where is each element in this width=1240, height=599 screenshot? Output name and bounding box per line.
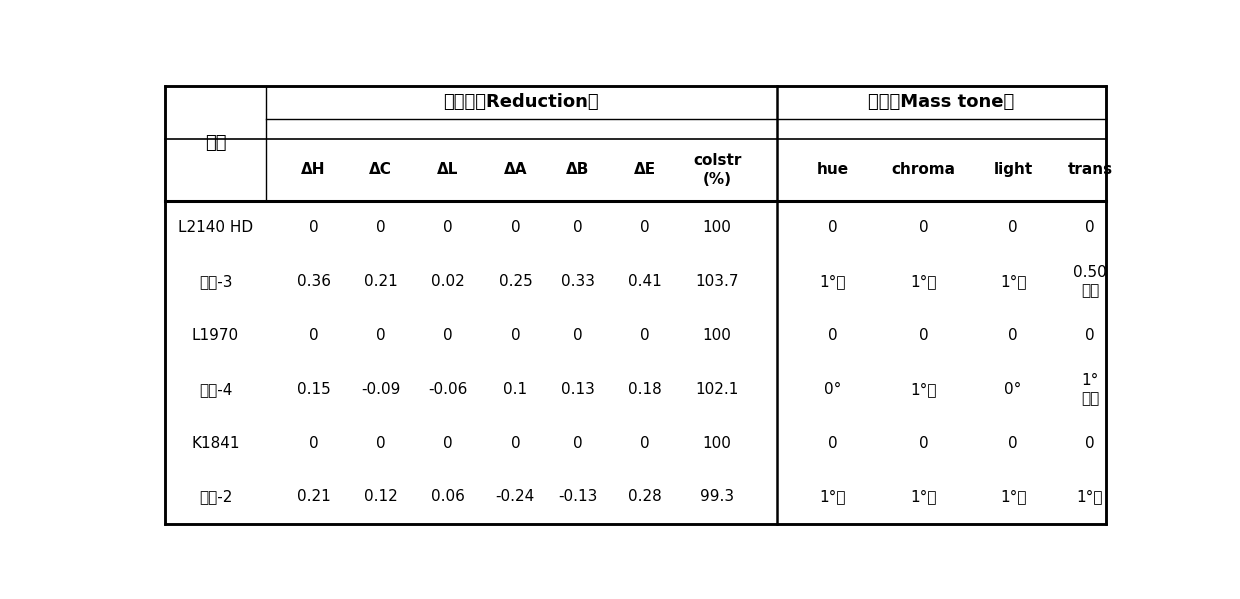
FancyBboxPatch shape [165,86,1106,524]
Text: 0: 0 [511,328,521,343]
Text: 102.1: 102.1 [696,382,739,397]
Text: 0: 0 [1008,328,1018,343]
Text: 100: 100 [703,328,732,343]
Text: ΔL: ΔL [438,162,459,177]
Text: 样品: 样品 [205,134,226,152]
Text: 0: 0 [511,435,521,450]
Text: ΔE: ΔE [634,162,656,177]
Text: 0.28: 0.28 [629,489,662,504]
Text: 本色（Mass tone）: 本色（Mass tone） [868,93,1014,111]
Text: -0.13: -0.13 [558,489,598,504]
Text: 0: 0 [640,435,650,450]
Text: 99.3: 99.3 [701,489,734,504]
Text: 0.25: 0.25 [498,274,532,289]
Text: 1°透: 1°透 [1076,489,1104,504]
Text: 0: 0 [443,435,453,450]
Text: 0°: 0° [823,382,841,397]
Text: 0: 0 [1085,435,1095,450]
Text: 0: 0 [827,328,837,343]
Text: 0.13: 0.13 [560,382,595,397]
Text: 0: 0 [511,220,521,235]
Text: 0.50
遗盖: 0.50 遗盖 [1073,265,1107,298]
Text: 0: 0 [309,220,319,235]
Text: 0: 0 [1085,220,1095,235]
Text: 0: 0 [573,328,583,343]
Text: 0.33: 0.33 [560,274,595,289]
Text: 103.7: 103.7 [696,274,739,289]
Text: 0: 0 [376,328,386,343]
Text: 颜料-3: 颜料-3 [198,274,232,289]
Text: hue: hue [816,162,848,177]
Text: 0: 0 [309,435,319,450]
Text: 0.41: 0.41 [629,274,662,289]
Text: ΔB: ΔB [567,162,589,177]
Text: 1°
遗盖: 1° 遗盖 [1081,373,1099,406]
Text: 0: 0 [573,435,583,450]
Text: colstr
(%): colstr (%) [693,153,742,187]
Text: 0: 0 [376,435,386,450]
Text: 颜料-4: 颜料-4 [198,382,232,397]
Text: 1°红: 1°红 [820,274,846,289]
Text: 1°绿: 1°绿 [820,489,846,504]
Text: 0°: 0° [1004,382,1022,397]
Text: 0: 0 [1008,435,1018,450]
Text: 0: 0 [443,328,453,343]
Text: 0: 0 [573,220,583,235]
Text: K1841: K1841 [191,435,239,450]
Text: 0: 0 [919,220,929,235]
Text: 0.12: 0.12 [365,489,398,504]
Text: 1°浅: 1°浅 [999,489,1027,504]
Text: 1°纯: 1°纯 [910,489,937,504]
Text: 0.36: 0.36 [296,274,331,289]
Text: light: light [993,162,1033,177]
Text: 0.02: 0.02 [432,274,465,289]
Text: 0: 0 [1008,220,1018,235]
Text: 冲淡色（Reduction）: 冲淡色（Reduction） [444,93,599,111]
Text: trans: trans [1068,162,1112,177]
Text: 0: 0 [376,220,386,235]
Text: 0: 0 [1085,328,1095,343]
Text: -0.09: -0.09 [361,382,401,397]
Text: L1970: L1970 [192,328,239,343]
Text: 1°浅: 1°浅 [999,274,1027,289]
Text: 0.21: 0.21 [296,489,330,504]
Text: 0: 0 [919,328,929,343]
Text: 0: 0 [640,220,650,235]
Text: 颜料-2: 颜料-2 [198,489,232,504]
Text: 0.1: 0.1 [503,382,527,397]
Text: 0: 0 [827,220,837,235]
Text: 1°纯: 1°纯 [910,382,937,397]
Text: -0.06: -0.06 [428,382,467,397]
Text: ΔC: ΔC [370,162,392,177]
Text: 0: 0 [640,328,650,343]
Text: -0.24: -0.24 [496,489,534,504]
Text: chroma: chroma [892,162,956,177]
Text: L2140 HD: L2140 HD [179,220,253,235]
Text: 0: 0 [919,435,929,450]
Text: 1°纯: 1°纯 [910,274,937,289]
Text: 0.18: 0.18 [629,382,662,397]
Text: 100: 100 [703,435,732,450]
Text: ΔH: ΔH [301,162,326,177]
Text: 0.21: 0.21 [365,274,398,289]
Text: 0.15: 0.15 [296,382,330,397]
Text: 0: 0 [309,328,319,343]
Text: 0: 0 [827,435,837,450]
Text: 0.06: 0.06 [432,489,465,504]
Text: 0: 0 [443,220,453,235]
Text: ΔA: ΔA [503,162,527,177]
Text: 100: 100 [703,220,732,235]
